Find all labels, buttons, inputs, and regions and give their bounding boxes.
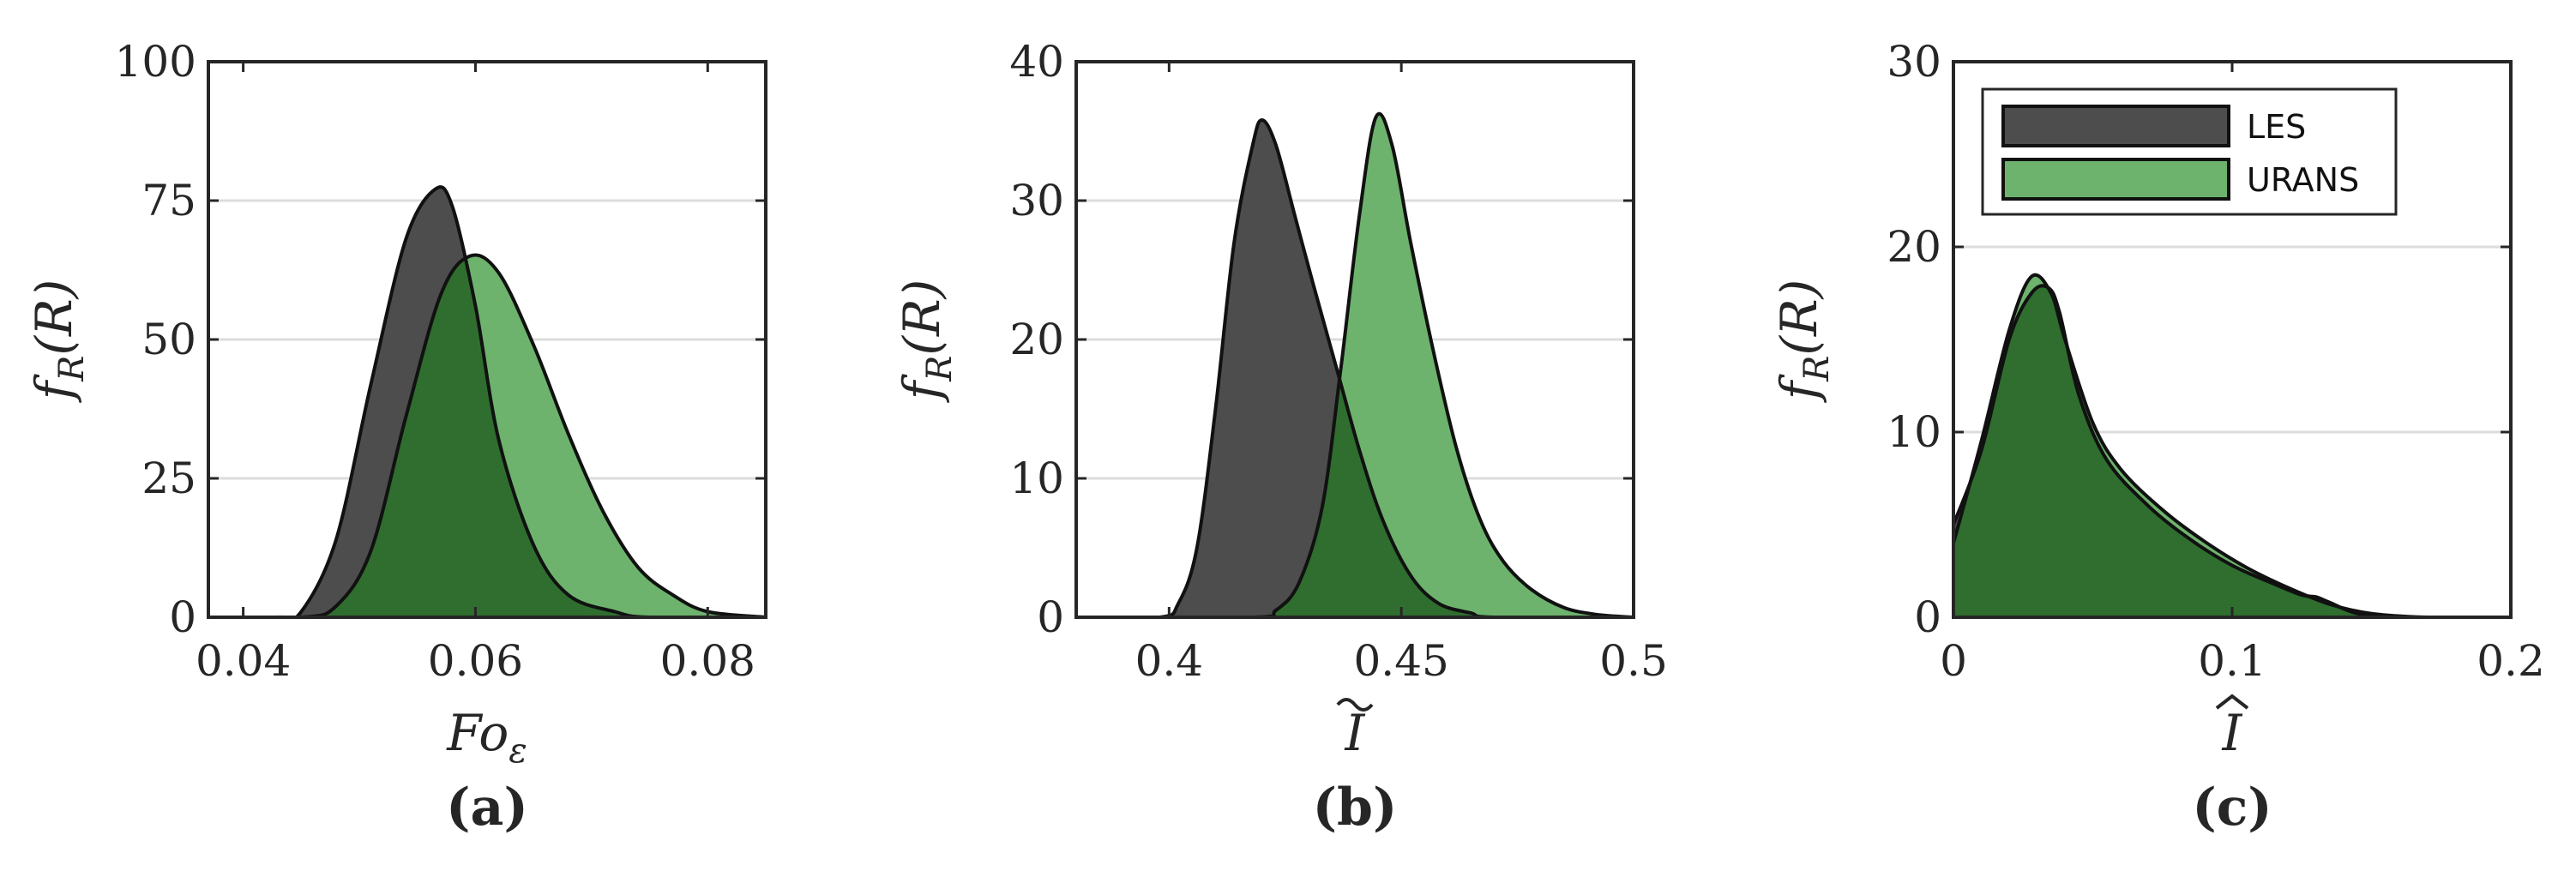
y-tick-label: 40 <box>1009 37 1064 87</box>
y-tick-label: 100 <box>115 37 196 87</box>
series-overlap-area <box>208 255 766 617</box>
y-tick-label: 75 <box>141 176 196 225</box>
x-tick-label: 0.1 <box>2198 636 2266 686</box>
y-tick-label: 30 <box>1009 176 1064 225</box>
panel-label: (b) <box>1313 778 1398 838</box>
x-tick-label: 0.04 <box>196 636 291 686</box>
x-axis-label: I <box>2222 704 2243 762</box>
plot-area <box>208 185 766 617</box>
y-tick-label: 10 <box>1887 407 1941 457</box>
y-axis-label: fR(R) <box>893 279 960 404</box>
series-urans-area <box>1076 113 1634 617</box>
panel-c: 0 0.1 0.2 0 10 20 30 IfR(R) (c) <box>1770 37 2545 838</box>
x-axis-label: I <box>1345 704 1366 762</box>
hat-accent <box>2215 694 2249 710</box>
x-tick-label: 0.5 <box>1599 636 1668 686</box>
legend-swatch-les <box>2001 105 2230 147</box>
series-les-area <box>1076 120 1634 617</box>
x-tick-label: 0.45 <box>1354 636 1449 686</box>
series-urans-line <box>208 253 766 617</box>
x-tick-label: 0.08 <box>660 636 755 686</box>
panel-b: 0.4 0.45 0.5 0 10 20 30 40 IfR(R) (b) <box>893 37 1668 838</box>
y-tick-label: 20 <box>1009 315 1064 364</box>
plot-area <box>1953 273 2511 617</box>
legend-swatch-urans <box>2001 158 2230 201</box>
y-tick-label: 20 <box>1887 222 1941 272</box>
series-les-line <box>1076 117 1634 617</box>
panel-label: (a) <box>446 778 528 838</box>
x-axis-label: Foε <box>446 704 527 771</box>
y-tick-label: 10 <box>1009 454 1064 503</box>
x-tick-label: 0.4 <box>1135 636 1204 686</box>
series-urans-line <box>1076 111 1634 617</box>
x-tick-label: 0.06 <box>428 636 523 686</box>
legend-label-urans: URANS <box>2247 161 2359 199</box>
y-tick-label: 25 <box>141 454 196 503</box>
y-tick-label: 0 <box>1914 592 1941 642</box>
y-tick-label: 50 <box>141 315 196 364</box>
tilde-accent <box>1336 698 1374 712</box>
series-urans-line <box>1953 273 2511 617</box>
y-tick-label: 0 <box>1037 592 1064 642</box>
series-overlap-area <box>1953 285 2511 617</box>
series-les-line <box>208 185 766 617</box>
x-tick-label: 0 <box>1940 636 1967 686</box>
y-axis-label: fR(R) <box>25 279 92 404</box>
y-tick-label: 30 <box>1887 37 1941 87</box>
panel-a: 0.04 0.06 0.08 0 25 50 75 100 Foε fR(R) (a) <box>25 37 767 838</box>
plot-area <box>1076 111 1634 617</box>
panel-label: (c) <box>2192 778 2272 838</box>
x-tick-label: 0.2 <box>2477 636 2545 686</box>
y-axis-label: fR(R) <box>1770 279 1837 404</box>
legend-label-les: LES <box>2247 108 2306 146</box>
legend: LES URANS <box>1981 87 2398 216</box>
y-tick-label: 0 <box>169 592 196 642</box>
